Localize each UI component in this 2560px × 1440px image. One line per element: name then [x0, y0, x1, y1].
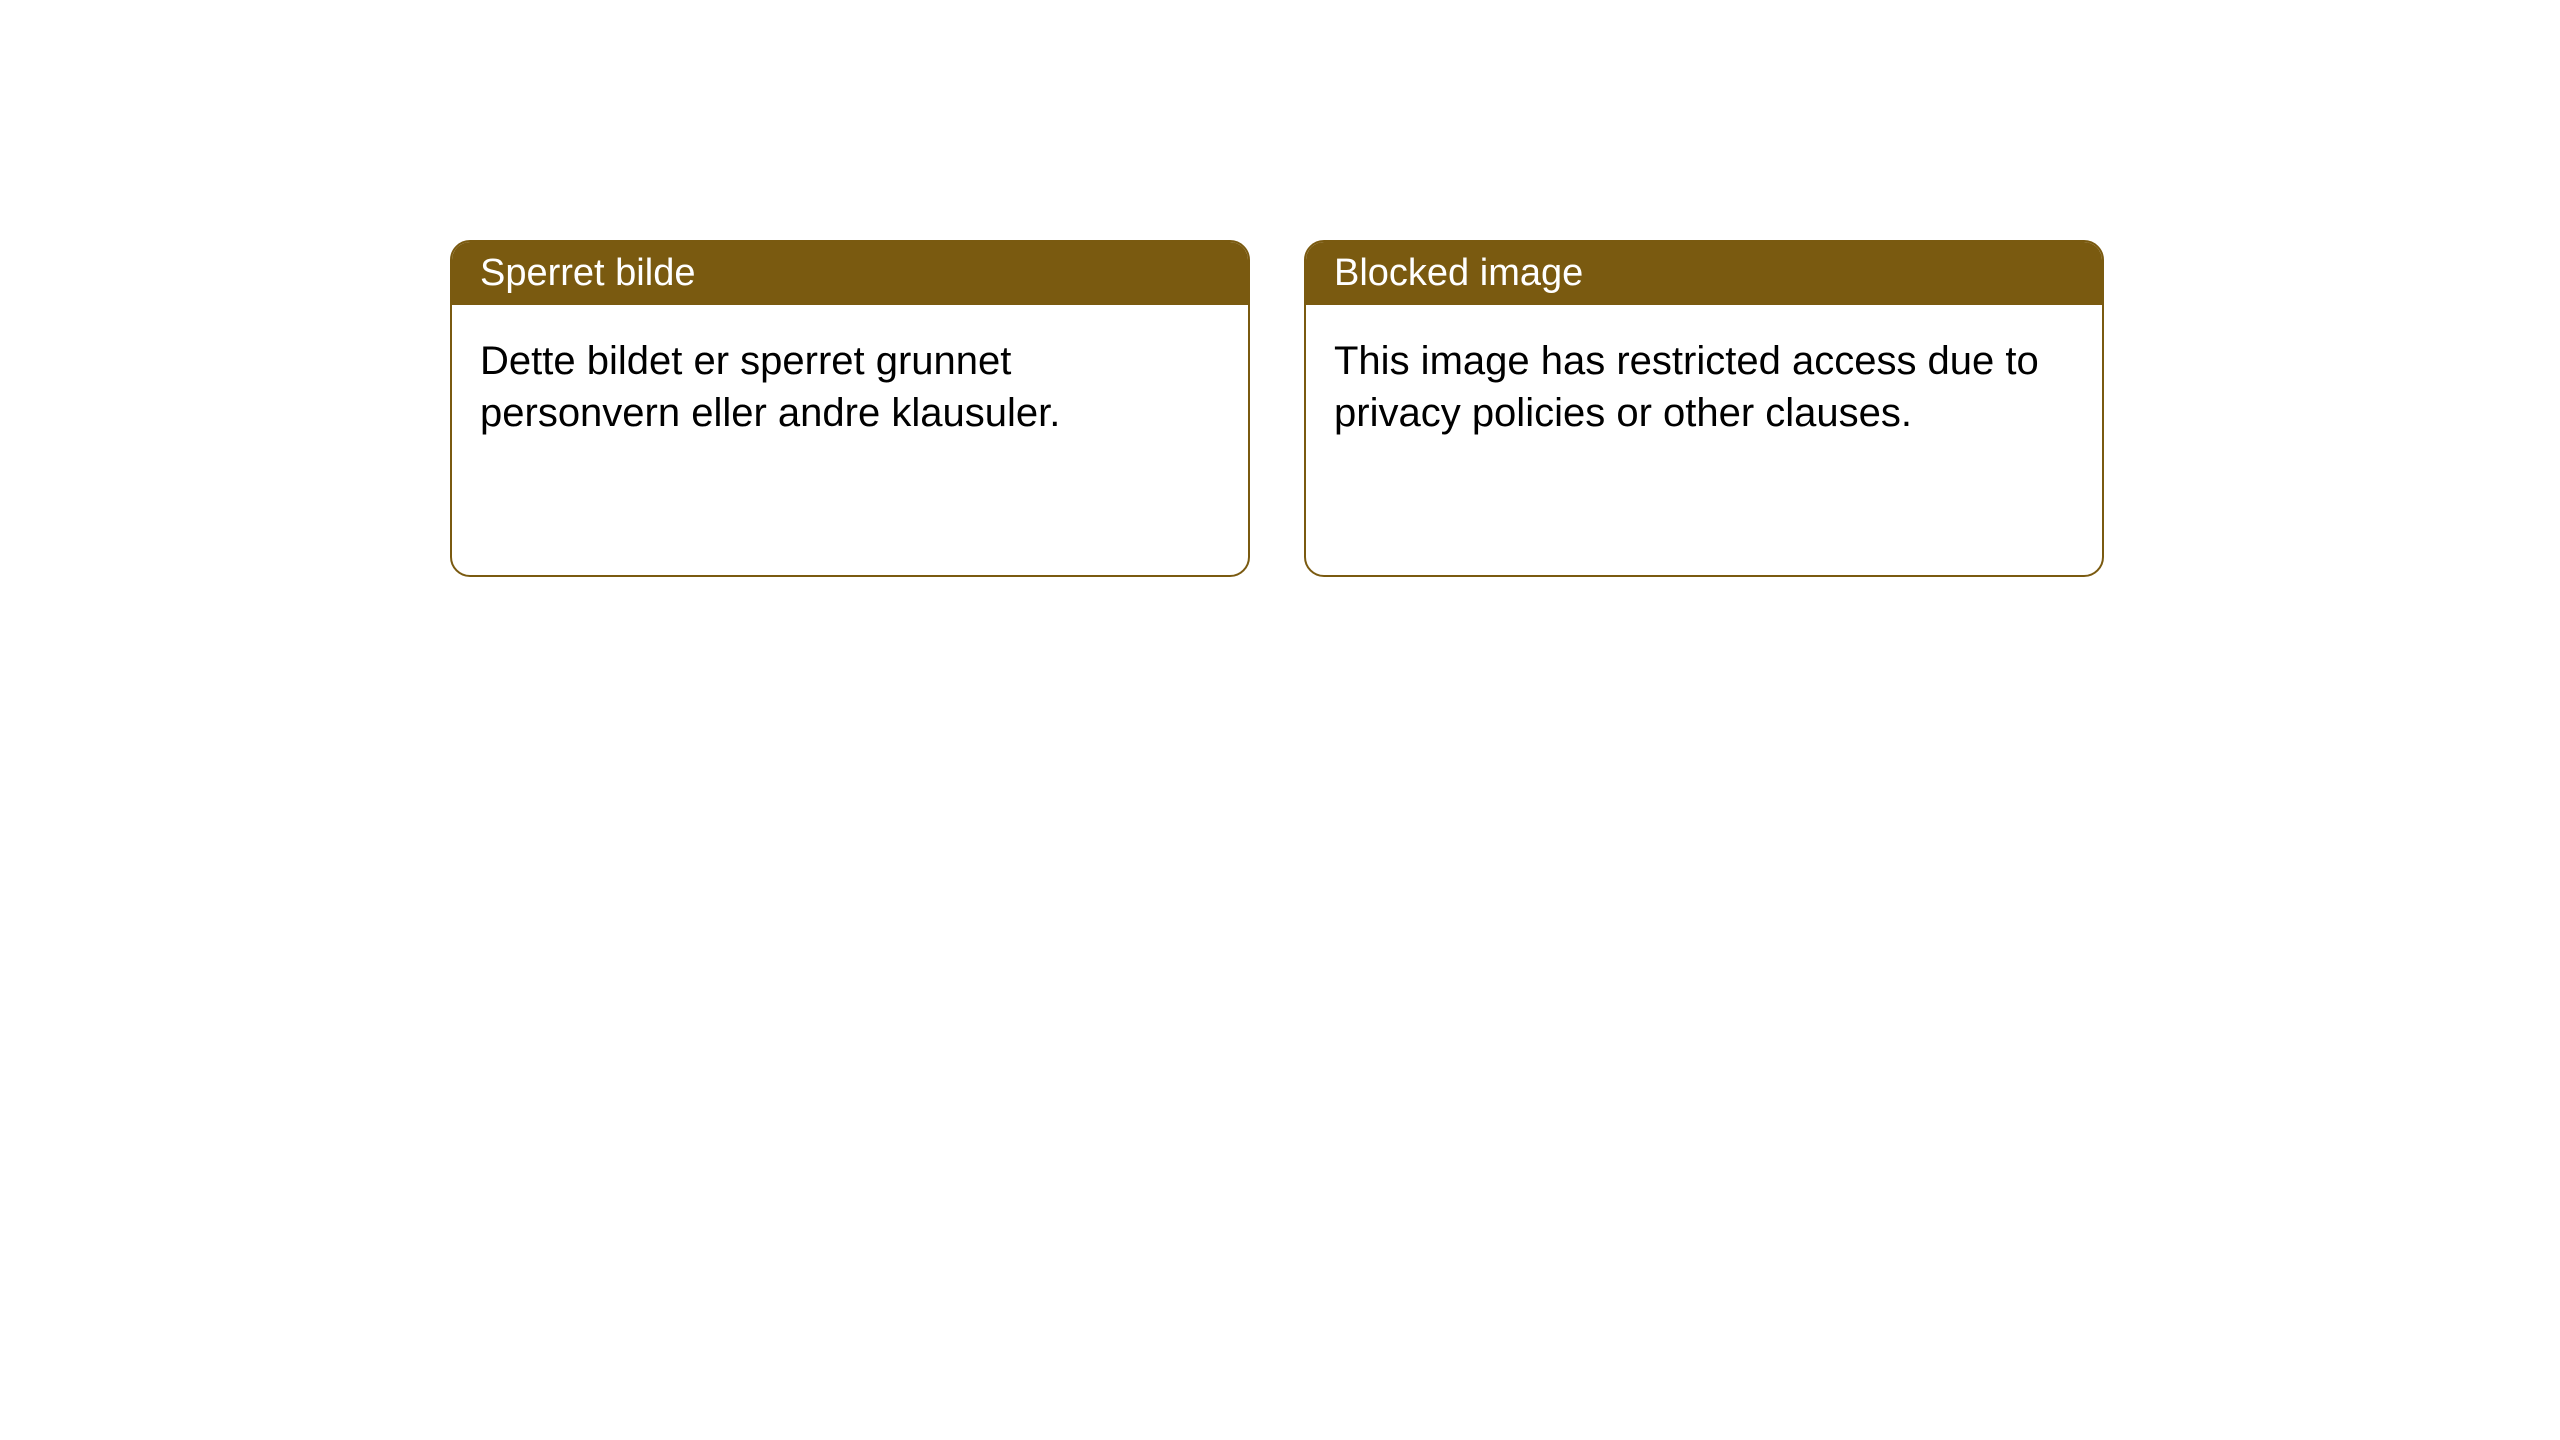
notice-card-header: Blocked image	[1306, 242, 2102, 305]
notice-card-title: Sperret bilde	[480, 252, 695, 294]
notice-card-no: Sperret bilde Dette bildet er sperret gr…	[450, 240, 1250, 577]
notice-card-text: Dette bildet er sperret grunnet personve…	[480, 339, 1060, 435]
notice-card-header: Sperret bilde	[452, 242, 1248, 305]
notice-card-body: This image has restricted access due to …	[1306, 305, 2102, 575]
notice-card-body: Dette bildet er sperret grunnet personve…	[452, 305, 1248, 575]
notice-card-en: Blocked image This image has restricted …	[1304, 240, 2104, 577]
notice-container: Sperret bilde Dette bildet er sperret gr…	[450, 240, 2104, 577]
notice-card-text: This image has restricted access due to …	[1334, 339, 2039, 435]
notice-card-title: Blocked image	[1334, 252, 1583, 294]
